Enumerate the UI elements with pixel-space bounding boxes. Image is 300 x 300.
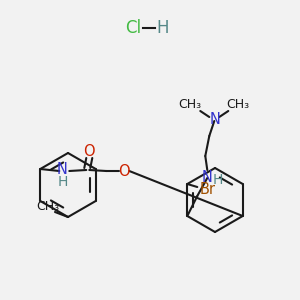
Text: CH₃: CH₃ bbox=[36, 200, 60, 214]
Text: H: H bbox=[58, 175, 68, 189]
Text: CH₃: CH₃ bbox=[227, 98, 250, 110]
Text: Br: Br bbox=[199, 182, 215, 196]
Text: O: O bbox=[118, 164, 130, 178]
Text: Cl: Cl bbox=[125, 19, 141, 37]
Text: N: N bbox=[210, 112, 221, 128]
Text: N: N bbox=[57, 163, 68, 178]
Text: N: N bbox=[202, 169, 213, 184]
Text: H: H bbox=[157, 19, 169, 37]
Text: CH₃: CH₃ bbox=[179, 98, 202, 110]
Text: H: H bbox=[213, 173, 224, 187]
Text: O: O bbox=[83, 145, 95, 160]
